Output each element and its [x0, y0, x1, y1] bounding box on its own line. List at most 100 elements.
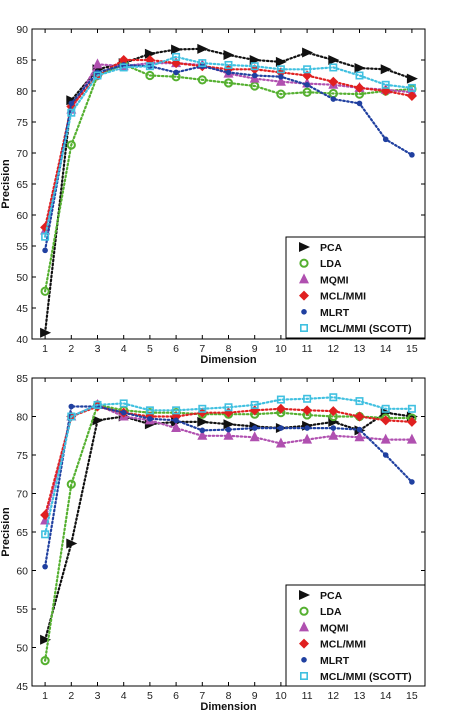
y-tick-label: 60: [16, 565, 28, 577]
data-point: [173, 69, 179, 76]
legend-label: MQMI: [320, 622, 349, 634]
data-point: [225, 69, 232, 76]
data-point: [197, 43, 209, 54]
x-tick-label: 8: [226, 343, 232, 355]
data-point: [223, 50, 235, 61]
y-tick-label: 60: [16, 210, 28, 222]
data-point: [380, 64, 392, 75]
x-tick-label: 11: [302, 690, 313, 702]
legend-label: MCL/MMI: [320, 639, 366, 651]
panel-top: 1 2 3 4 5 6 7 8 9 10 11 12 13 14 154045505560657075808…: [0, 24, 426, 366]
y-tick-label: 70: [16, 488, 28, 500]
series-line: [43, 55, 413, 238]
data-point: [407, 404, 416, 413]
data-point: [223, 419, 235, 430]
series-mcl-mmi-scott: [41, 52, 416, 241]
data-point: [223, 78, 234, 88]
x-tick-label: 5: [147, 690, 153, 702]
data-point: [328, 55, 340, 65]
data-point: [224, 60, 233, 69]
data-point: [278, 425, 284, 431]
data-point: [302, 405, 313, 416]
data-point: [380, 433, 391, 444]
legend-marker: [299, 621, 309, 632]
data-point: [93, 71, 102, 80]
series-line: [43, 58, 413, 229]
y-tick-label: 80: [16, 86, 28, 98]
x-tick-label: 1: [42, 343, 48, 355]
y-tick-label: 85: [16, 373, 28, 385]
panel-bottom: 1 2 3 4 5 6 7 8 9 10 11 12 13 14 15455055606570758085D…: [0, 373, 426, 713]
series-mlrt: [42, 403, 415, 570]
legend-label: MCL/MMI (SCOTT): [320, 323, 412, 335]
y-tick-label: 55: [16, 604, 28, 616]
y-tick-label: 65: [16, 527, 28, 539]
data-point: [250, 400, 259, 409]
legend-marker: [299, 290, 309, 301]
data-point: [224, 403, 233, 412]
data-point: [356, 100, 363, 107]
x-tick-label: 12: [327, 690, 339, 702]
data-point: [380, 415, 391, 426]
data-point: [66, 140, 76, 150]
data-point: [92, 58, 103, 69]
data-point: [406, 433, 417, 444]
y-tick-label: 70: [16, 148, 28, 160]
data-point: [197, 75, 207, 85]
x-tick-label: 1: [42, 690, 48, 702]
data-point: [382, 452, 389, 458]
data-point: [67, 412, 76, 421]
series-line: [43, 405, 413, 568]
x-tick-label: 3: [95, 343, 101, 355]
legend: PCA LDA MQMI MCL/MMI MLRT MCL/MMI (SCOTT): [285, 584, 426, 687]
y-tick-label: 85: [16, 55, 28, 67]
x-tick-label: 3: [95, 690, 101, 702]
legend-label: PCA: [320, 242, 343, 254]
data-point: [223, 429, 234, 440]
data-point: [41, 232, 50, 241]
y-tick-label: 55: [16, 241, 28, 253]
data-point: [42, 563, 48, 570]
y-tick-label: 45: [16, 303, 28, 315]
series-mcl-mmi-scott: [41, 393, 416, 539]
data-point: [172, 52, 181, 61]
data-point: [303, 65, 312, 74]
data-point: [303, 394, 312, 403]
data-point: [276, 395, 285, 404]
data-point: [66, 479, 76, 489]
x-axis-label: Dimension: [200, 354, 257, 366]
data-point: [409, 152, 415, 158]
data-point: [41, 530, 50, 539]
legend-marker: [299, 606, 309, 616]
y-tick-label: 50: [16, 272, 28, 284]
legend-marker: [299, 323, 308, 332]
legend-marker: [299, 590, 310, 600]
data-point: [119, 399, 128, 408]
data-point: [198, 59, 207, 68]
legend-marker: [299, 638, 309, 649]
x-tick-label: 10: [275, 690, 287, 702]
y-tick-label: 45: [16, 681, 28, 693]
data-point: [171, 44, 183, 55]
legend-label: MCL/MMI: [320, 291, 366, 303]
data-point: [406, 416, 417, 427]
x-tick-label: 15: [406, 343, 418, 355]
x-tick-label: 14: [380, 343, 392, 355]
x-tick-label: 8: [226, 690, 232, 702]
legend-box: [285, 584, 426, 687]
data-point: [172, 406, 181, 415]
data-point: [354, 411, 365, 422]
data-point: [275, 56, 287, 67]
y-tick-label: 40: [16, 334, 28, 346]
legend-label: MLRT: [320, 307, 350, 319]
data-point: [276, 65, 285, 74]
x-tick-label: 7: [199, 690, 205, 702]
x-tick-label: 15: [406, 690, 418, 702]
x-tick-label: 2: [68, 343, 74, 355]
data-point: [40, 510, 51, 521]
data-point: [251, 72, 258, 79]
data-point: [354, 82, 365, 93]
x-tick-label: 13: [354, 343, 366, 355]
legend-marker: [299, 671, 308, 680]
